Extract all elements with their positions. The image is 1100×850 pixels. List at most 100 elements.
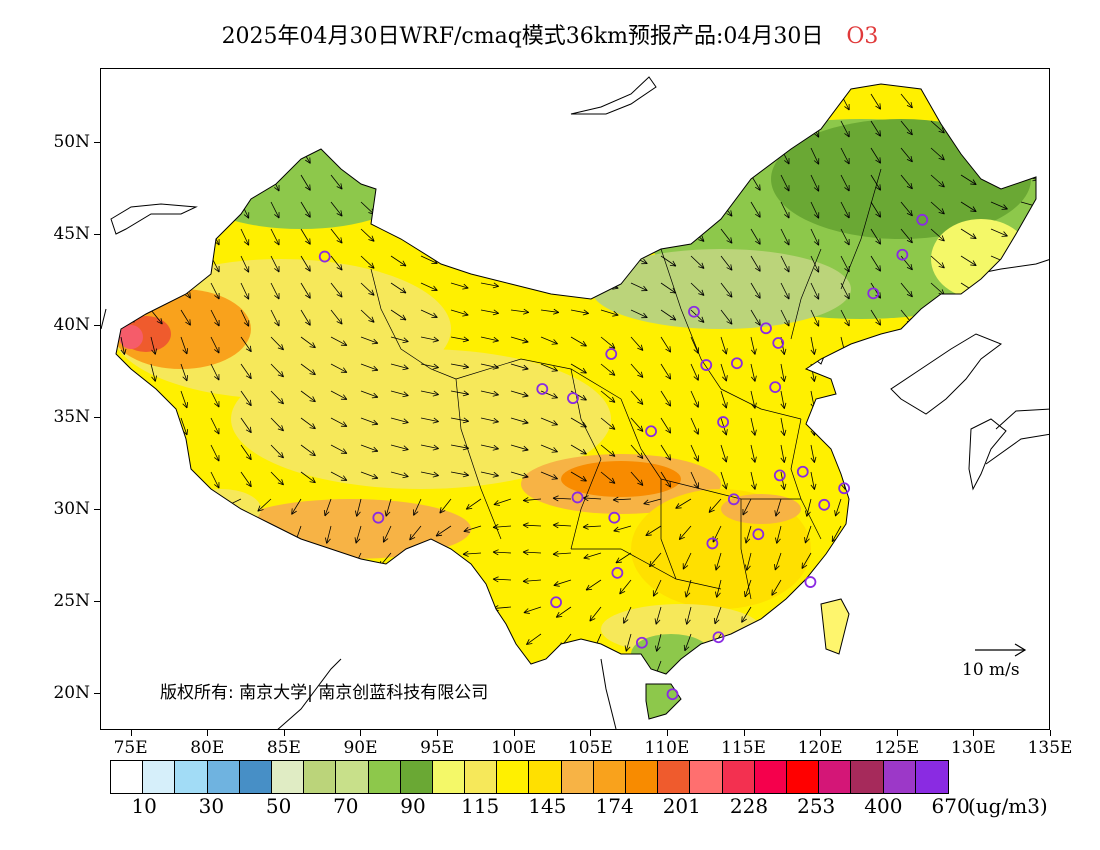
station-marker [727,493,740,506]
legend-swatch [786,761,820,793]
wind-arrow [540,308,560,315]
wind-arrow [270,201,280,219]
wind-arrow [900,255,913,271]
wind-arrow [402,657,422,664]
lat-tick-mark [94,417,100,419]
wind-arrow [480,390,499,397]
wind-arrow [510,390,529,398]
wind-arrow [750,93,761,110]
wind-arrow [810,336,817,355]
wind-arrow [420,363,439,370]
wind-arrow [780,201,790,219]
wind-arrow [600,120,619,128]
map-panel [100,68,1050,730]
wind-arrow [600,363,616,376]
wind-arrow [630,417,644,432]
wind-arrow [120,444,127,463]
wind-arrow [403,579,422,587]
station-marker [804,576,817,588]
wind-arrow [270,363,284,378]
wind-arrow [600,444,616,457]
wind-arrow [330,444,348,454]
wind-arrow [600,336,616,349]
wind-arrow [684,579,692,598]
wind-arrow [116,660,122,674]
legend-unit: (ug/m3) [968,794,1048,818]
wind-arrow [827,552,842,566]
wind-arrow [972,578,992,585]
wind-arrow [1002,522,1022,529]
station-marker [567,392,579,405]
province-boundaries [370,168,882,600]
wind-arrow [463,660,482,669]
wind-arrow [171,606,182,624]
wind-arrow [900,282,913,298]
wind-arrow [390,255,407,267]
wind-arrow [660,444,672,461]
wind-arrow [780,363,787,382]
wind-arrow [990,390,1006,403]
wind-arrow [720,336,728,355]
station-marker [635,636,648,649]
wind-arrow [390,471,409,479]
wind-arrow [780,390,787,409]
wind-arrow [420,93,438,102]
wind-arrow [624,688,631,705]
wind-arrow [750,336,757,355]
wind-arrow [1020,417,1036,427]
wind-arrow [480,255,499,262]
wind-arrow [390,444,409,452]
wind-arrow [210,336,220,354]
wind-arrow [330,201,343,217]
wind-arrow [630,282,648,292]
wind-arrow [930,444,942,461]
wind-arrow [615,552,632,564]
wind-arrow [649,552,662,568]
wind-arrow [824,579,842,589]
lat-tick-label: 40N [53,315,90,336]
wind-arrow [750,417,757,436]
wind-arrow [854,552,872,562]
wind-arrow [330,309,343,325]
wind-arrow [810,255,820,273]
wind-arrow [683,633,692,652]
lon-tick-mark [973,730,975,736]
wind-arrow [240,471,252,488]
wind-arrow [540,471,558,480]
wind-arrow [570,228,589,235]
wind-arrow [930,417,942,434]
wind-arrow [583,552,602,560]
wind-arrow [930,201,945,215]
wind-arrow [420,147,438,156]
lon-tick-label: 130E [950,738,996,758]
wind-arrow [360,444,379,453]
wind-arrow [193,498,212,505]
wind-arrow [780,228,790,246]
wind-arrow [450,93,469,101]
wind-arrow [1020,309,1036,317]
lon-tick-mark [513,730,515,736]
wind-arrow [510,227,530,234]
wind-arrow [510,444,529,452]
wind-arrow [750,120,761,137]
wind-arrow [324,552,332,571]
wind-arrow [492,576,512,583]
wind-arrow [840,390,847,409]
wind-arrow [420,471,439,478]
wind-arrow [585,579,602,591]
wind-arrow [793,685,811,690]
wind-arrow [870,174,881,191]
o3-concentration-field [116,84,1036,674]
wind-arrow [582,495,602,502]
wind-arrow [882,603,902,610]
wind-arrow [922,715,931,730]
lon-tick-mark [360,730,362,736]
wind-arrow [1020,444,1036,454]
wind-arrow [954,715,961,730]
wind-arrow [450,363,469,370]
wind-arrow [150,93,163,109]
wind-arrow [420,417,439,424]
legend-tick-label: 670 [931,794,970,818]
wind-arrow [115,688,121,705]
wind-arrow [852,630,872,637]
